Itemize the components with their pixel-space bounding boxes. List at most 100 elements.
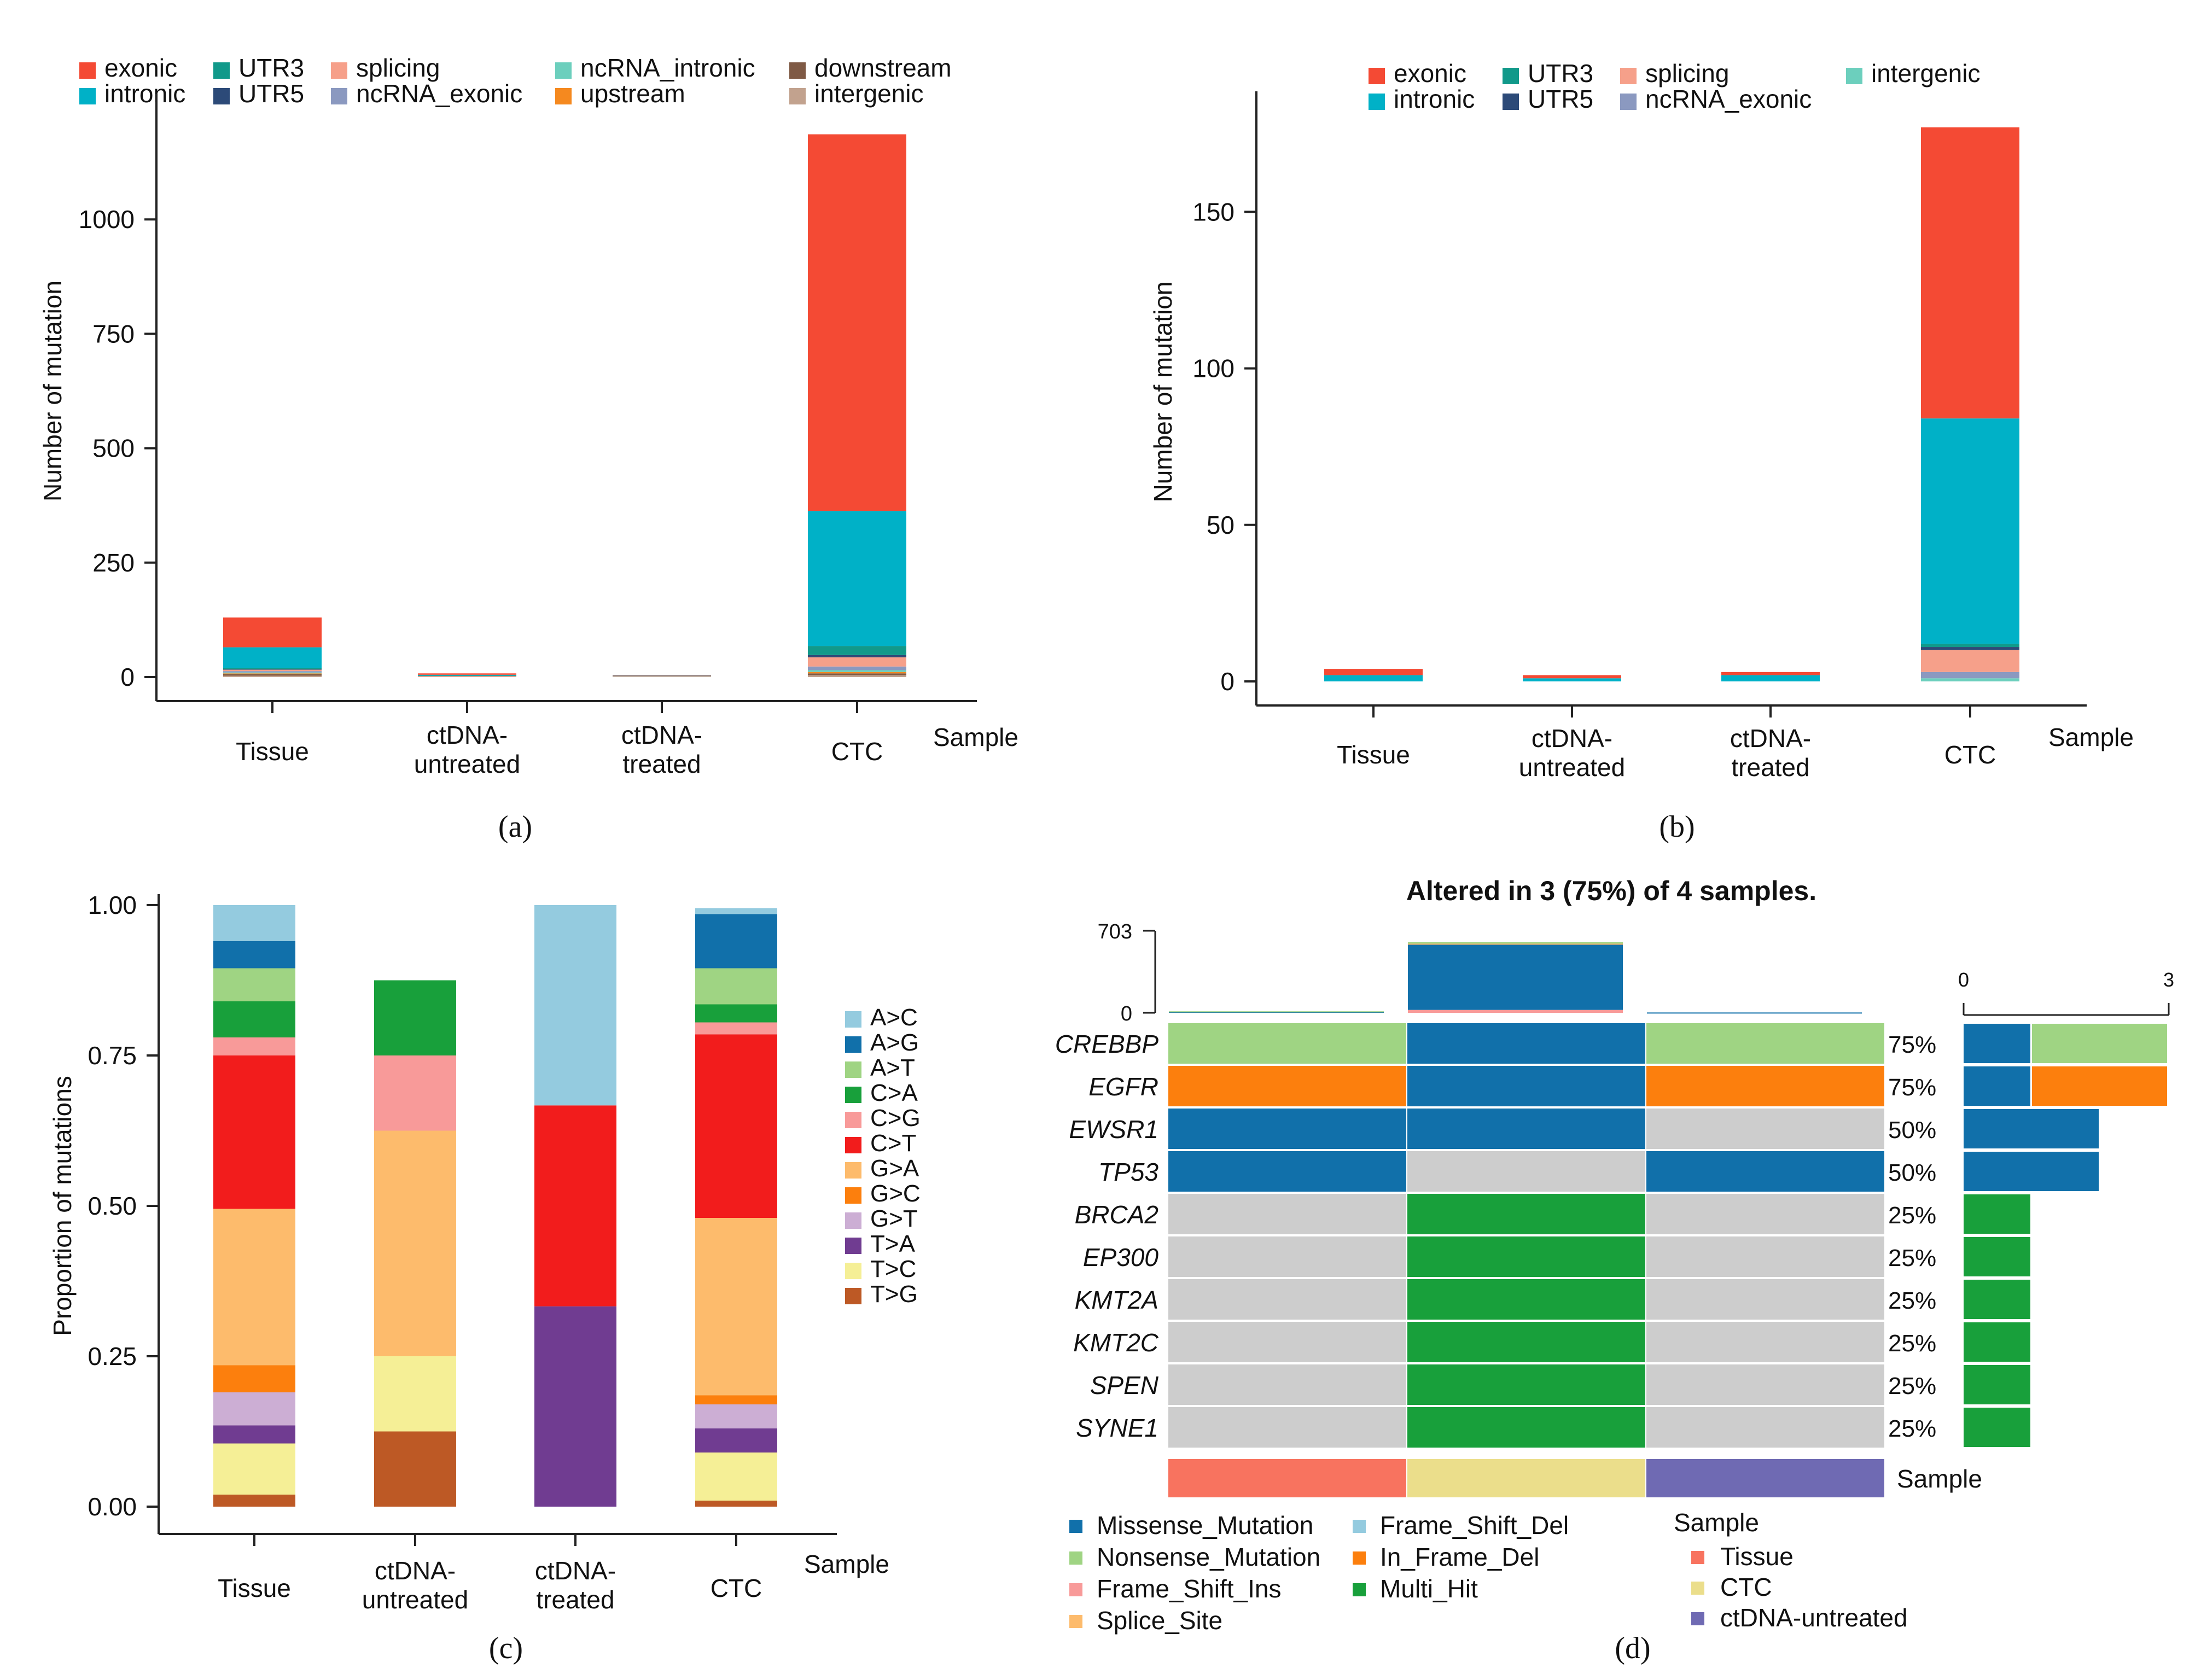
bar-segment-t-a xyxy=(534,1306,616,1507)
right-bar-segment-multi-hit xyxy=(1964,1365,2030,1404)
gene-percent-label: 25% xyxy=(1888,1373,1936,1399)
legend-swatch-ctdna-untreated xyxy=(1691,1612,1704,1625)
panel-caption: (d) xyxy=(1615,1631,1650,1665)
x-tick-label-line: ctDNA- xyxy=(375,1556,456,1585)
y-axis-title: Proportion of mutations xyxy=(48,1076,77,1336)
bar-segment-c-a xyxy=(695,1004,777,1023)
y-tick-label: 250 xyxy=(92,549,135,577)
x-tick-label: Tissue xyxy=(1337,740,1410,769)
bar-stack-tissue xyxy=(223,617,322,677)
bar-segment-upstream xyxy=(808,672,906,674)
legend-label-utr5: UTR5 xyxy=(238,79,304,108)
legend-swatch-frame-shift-ins xyxy=(1069,1583,1082,1596)
bar-segment-a-t xyxy=(213,968,295,1001)
bar-segment-c-g xyxy=(374,1055,456,1131)
right-bar-segment-multi-hit xyxy=(1964,1408,2030,1447)
x-tick-label: ctDNA-untreated xyxy=(362,1556,468,1614)
bar-stack-ctdna-untreated xyxy=(418,673,516,677)
right-bar-segment-nonsense-mutation xyxy=(2032,1024,2167,1063)
bar-segment-intronic xyxy=(1721,675,1820,681)
legend-swatch-c-a xyxy=(845,1087,861,1103)
legend-label-intergenic: intergenic xyxy=(1871,59,1980,88)
x-tick-label: ctDNA-untreated xyxy=(414,721,520,778)
bar-stack-ctc xyxy=(695,908,777,1507)
y-tick-label: 150 xyxy=(1192,197,1235,226)
legend-swatch-utr3 xyxy=(1503,68,1519,84)
gene-percent-label: 50% xyxy=(1888,1117,1936,1144)
legend-label-in-frame-del: In_Frame_Del xyxy=(1380,1543,1539,1571)
oncoplot-cell-multi-hit xyxy=(1407,1279,1645,1320)
bar-segment-intronic xyxy=(808,511,906,646)
x-tick-label: CTC xyxy=(831,737,883,766)
oncoplot-cell-none xyxy=(1168,1236,1406,1277)
bar-segment-t-g xyxy=(695,1501,777,1507)
x-tick-label-line: ctDNA- xyxy=(427,721,508,749)
variant-legend: Missense_Mutation Nonsense_Mutation Frame_… xyxy=(1069,1511,1569,1635)
bar-segment-utr5 xyxy=(808,655,906,658)
top-bar-segment-frame-shift-ins xyxy=(1408,1010,1623,1013)
gene-label: CREBBP xyxy=(1055,1030,1158,1058)
bar-segment-ncrna-exonic xyxy=(223,671,322,673)
legend-label-g-t: G>T xyxy=(870,1205,918,1232)
bar-segment-c-g xyxy=(695,1022,777,1035)
oncoplot-title: Altered in 3 (75%) of 4 samples. xyxy=(1406,876,1816,906)
x-tick-label-line: treated xyxy=(622,750,701,778)
y-tick-label: 100 xyxy=(1192,354,1235,383)
legend-swatch-intergenic xyxy=(1846,68,1862,84)
legend-label-t-g: T>G xyxy=(870,1281,918,1308)
oncoplot-cell-missense-mutation xyxy=(1407,1109,1645,1149)
legend-label-ncrna-exonic: ncRNA_exonic xyxy=(1645,85,1812,113)
legend-swatch-t-a xyxy=(845,1238,861,1254)
bar-segment-a-g xyxy=(695,914,777,969)
bar-stack-ctdna-untreated xyxy=(1523,675,1621,681)
bar-segment-exonic xyxy=(223,617,322,648)
bar-segment-t-c xyxy=(374,1356,456,1432)
top-bar-axis-label: 703 xyxy=(1098,920,1132,943)
gene-label: EWSR1 xyxy=(1069,1115,1158,1144)
legend-swatch-c-t xyxy=(845,1137,861,1153)
sample-track-ctc xyxy=(1407,1459,1645,1497)
panel-caption: (b) xyxy=(1659,810,1695,844)
bar-segment-downstream xyxy=(223,674,322,676)
legend-label-frame-shift-del: Frame_Shift_Del xyxy=(1380,1511,1569,1539)
oncoplot-cell-none xyxy=(1168,1194,1406,1234)
legend-label-a-t: A>T xyxy=(870,1054,915,1081)
oncoplot-cell-multi-hit xyxy=(1407,1407,1645,1448)
legend-swatch-ncrna-exonic xyxy=(1620,94,1637,110)
x-tick-label-line: treated xyxy=(536,1585,614,1614)
x-tick-label: ctDNA-untreated xyxy=(1519,724,1625,781)
bar-segment-a-g xyxy=(213,941,295,969)
legend-label-tissue: Tissue xyxy=(1720,1542,1794,1571)
top-bar-segment-splice-site xyxy=(1408,943,1623,945)
oncoplot-cell-none xyxy=(1168,1322,1406,1362)
bar-segment-g-c xyxy=(213,1365,295,1392)
oncoplot-row-kmt2a: KMT2A 25% xyxy=(1075,1279,2030,1320)
oncoplot-row-syne1: SYNE1 25% xyxy=(1076,1407,2030,1448)
gene-label: SPEN xyxy=(1090,1371,1159,1399)
oncoplot-row-egfr: EGFR 75% xyxy=(1088,1066,2167,1106)
bar-segment-ncrna-intronic xyxy=(808,670,906,672)
legend-swatch-missense-mutation xyxy=(1069,1520,1082,1533)
bar-segment-exonic xyxy=(418,673,516,675)
bar-segment-a-c xyxy=(534,905,616,1106)
oncoplot-row-ewsr1: EWSR1 50% xyxy=(1069,1109,2099,1149)
panel-c: A>CA>GA>TC>AC>GC>TG>AG>CG>TT>AT>CT>G 0.00… xyxy=(48,891,921,1665)
bar-stack-ctc xyxy=(1921,127,2019,681)
oncoplot-cell-missense-mutation xyxy=(1646,1151,1884,1192)
bar-segment-utr5 xyxy=(223,669,322,670)
legend-label-ncrna-exonic: ncRNA_exonic xyxy=(356,79,522,108)
legend-label-intronic: intronic xyxy=(1394,85,1475,113)
top-bar-segment-nonsense-mutation xyxy=(1408,942,1623,944)
bar-segment-g-t xyxy=(695,1404,777,1428)
legend-label-c-t: C>T xyxy=(870,1130,916,1157)
bar-segment-g-c xyxy=(695,1395,777,1404)
gene-label: KMT2C xyxy=(1073,1328,1159,1357)
x-tick-label-line: Tissue xyxy=(1337,740,1410,769)
x-tick-label-line: CTC xyxy=(831,737,883,766)
oncoplot-cell-missense-mutation xyxy=(1407,1066,1645,1106)
legend-label-utr3: UTR3 xyxy=(238,54,304,82)
legend-swatch-splicing xyxy=(1620,68,1637,84)
bar-segment-upstream xyxy=(223,673,322,674)
legend-label-exonic: exonic xyxy=(104,54,177,82)
